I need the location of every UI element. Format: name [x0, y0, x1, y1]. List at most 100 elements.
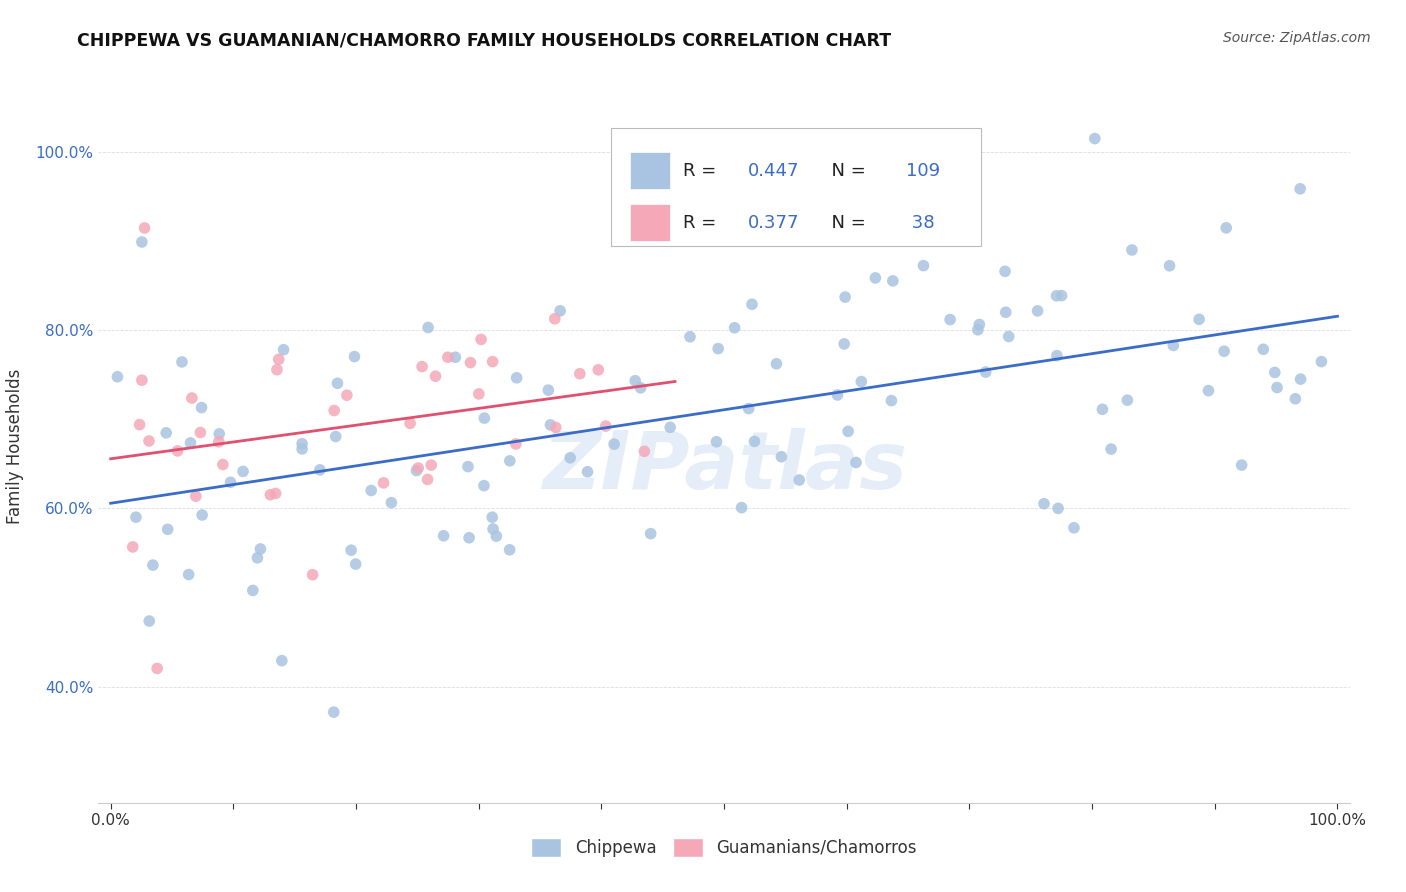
Point [180, 391, 202, 405]
Point [499, 454, 522, 468]
Point [544, 311, 567, 326]
Point [406, 461, 429, 475]
Point [481, 354, 503, 368]
Point [548, 303, 571, 318]
Point [444, 350, 467, 364]
Point [322, 705, 344, 719]
Y-axis label: Family Households: Family Households [7, 368, 24, 524]
Point [723, 320, 745, 334]
Point [121, 540, 143, 554]
Point [399, 417, 422, 431]
Point [1284, 392, 1306, 406]
Text: Source: ZipAtlas.com: Source: ZipAtlas.com [1223, 31, 1371, 45]
Point [242, 583, 264, 598]
Point [576, 465, 599, 479]
Point [851, 375, 873, 389]
Text: N =: N = [821, 214, 872, 232]
Point [270, 654, 292, 668]
Point [309, 463, 332, 477]
Point [738, 401, 761, 416]
Point [1213, 344, 1236, 359]
Point [191, 508, 214, 522]
Point [882, 274, 904, 288]
Point [177, 567, 200, 582]
Point [249, 541, 271, 556]
Point [458, 531, 481, 545]
Point [834, 290, 856, 304]
Point [170, 355, 193, 369]
Point [624, 374, 647, 388]
Point [470, 332, 492, 346]
Point [640, 526, 662, 541]
Point [190, 425, 212, 440]
Point [1063, 521, 1085, 535]
Point [1047, 501, 1070, 516]
Text: 0.377: 0.377 [748, 214, 800, 232]
Point [537, 383, 560, 397]
Point [360, 483, 382, 498]
Point [142, 558, 165, 573]
Point [179, 436, 201, 450]
Point [323, 403, 346, 417]
FancyBboxPatch shape [630, 204, 671, 241]
Point [146, 661, 169, 675]
Point [212, 458, 235, 472]
Point [208, 426, 231, 441]
Point [156, 522, 179, 536]
Point [568, 367, 591, 381]
Point [416, 473, 439, 487]
Point [939, 312, 962, 326]
Point [326, 376, 349, 391]
Point [418, 320, 440, 334]
Point [481, 510, 503, 524]
Point [155, 425, 177, 440]
Point [190, 401, 212, 415]
Text: CHIPPEWA VS GUAMANIAN/CHAMORRO FAMILY HOUSEHOLDS CORRELATION CHART: CHIPPEWA VS GUAMANIAN/CHAMORRO FAMILY HO… [77, 31, 891, 49]
Point [588, 363, 610, 377]
Point [1289, 372, 1312, 386]
Point [603, 437, 626, 451]
Point [1091, 402, 1114, 417]
Point [411, 359, 433, 374]
Text: R =: R = [683, 214, 721, 232]
Point [997, 329, 1019, 343]
Point [340, 543, 363, 558]
Point [1159, 259, 1181, 273]
Point [420, 458, 443, 472]
Point [138, 614, 160, 628]
Point [1045, 289, 1067, 303]
Point [765, 357, 787, 371]
Point [344, 557, 367, 571]
Point [730, 500, 752, 515]
Point [343, 350, 366, 364]
Point [267, 352, 290, 367]
Point [595, 419, 617, 434]
Point [1251, 343, 1274, 357]
Point [845, 455, 868, 469]
Point [380, 496, 402, 510]
Point [505, 437, 527, 451]
Point [264, 486, 287, 500]
Point [134, 221, 156, 235]
Point [291, 442, 314, 456]
Point [1265, 380, 1288, 394]
Point [1163, 338, 1185, 352]
Point [1215, 220, 1237, 235]
Point [131, 235, 153, 249]
Point [437, 351, 460, 365]
Point [336, 388, 359, 402]
Point [832, 337, 855, 351]
Point [1046, 349, 1069, 363]
Point [966, 323, 988, 337]
Point [485, 529, 508, 543]
Point [432, 529, 454, 543]
Point [125, 510, 148, 524]
Point [208, 434, 231, 449]
Point [544, 420, 567, 434]
Text: R =: R = [683, 161, 721, 179]
Point [1026, 304, 1049, 318]
Point [291, 436, 314, 450]
Text: 0.447: 0.447 [748, 161, 800, 179]
Point [912, 259, 935, 273]
Point [706, 434, 728, 449]
